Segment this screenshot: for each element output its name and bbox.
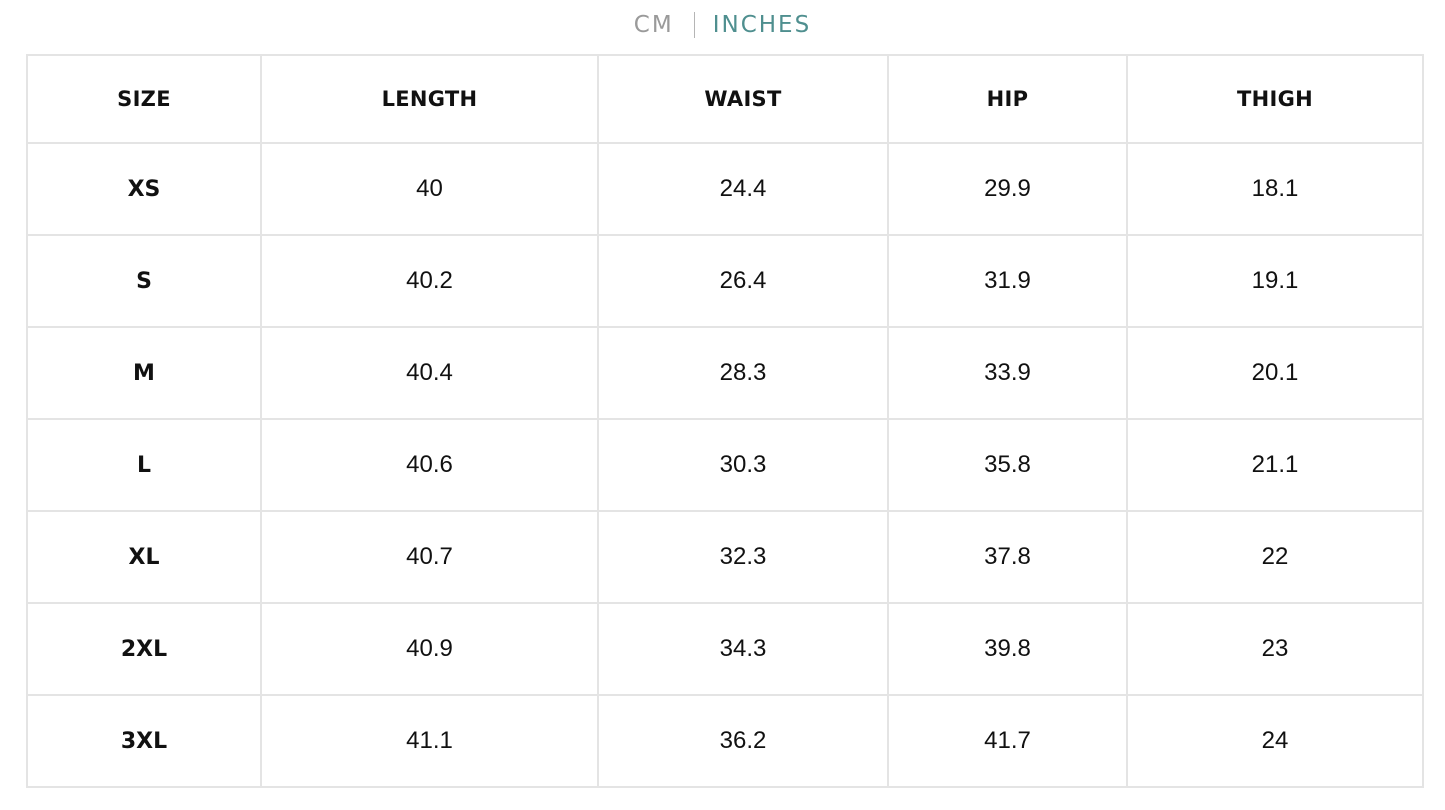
column-header-waist: WAIST: [597, 54, 889, 144]
hip-cell: 33.9: [887, 326, 1128, 420]
size-cell: S: [26, 234, 262, 328]
table-header-row: SIZE LENGTH WAIST HIP THIGH: [26, 54, 1424, 144]
hip-cell: 39.8: [887, 602, 1128, 696]
thigh-cell: 18.1: [1126, 142, 1424, 236]
hip-cell: 37.8: [887, 510, 1128, 604]
waist-cell: 30.3: [597, 418, 889, 512]
length-cell: 40.6: [260, 418, 599, 512]
length-cell: 40.9: [260, 602, 599, 696]
thigh-cell: 21.1: [1126, 418, 1424, 512]
waist-cell: 24.4: [597, 142, 889, 236]
unit-inches-option[interactable]: INCHES: [712, 12, 812, 38]
size-cell: L: [26, 418, 262, 512]
table-row: 3XL 41.1 36.2 41.7 24: [26, 694, 1424, 788]
thigh-cell: 24: [1126, 694, 1424, 788]
size-cell: M: [26, 326, 262, 420]
table-row: S 40.2 26.4 31.9 19.1: [26, 234, 1424, 328]
length-cell: 40: [260, 142, 599, 236]
table-row: 2XL 40.9 34.3 39.8 23: [26, 602, 1424, 696]
waist-cell: 32.3: [597, 510, 889, 604]
waist-cell: 28.3: [597, 326, 889, 420]
thigh-cell: 23: [1126, 602, 1424, 696]
table-row: XL 40.7 32.3 37.8 22: [26, 510, 1424, 604]
thigh-cell: 22: [1126, 510, 1424, 604]
column-header-length: LENGTH: [260, 54, 599, 144]
thigh-cell: 19.1: [1126, 234, 1424, 328]
table-row: XS 40 24.4 29.9 18.1: [26, 142, 1424, 236]
thigh-cell: 20.1: [1126, 326, 1424, 420]
hip-cell: 29.9: [887, 142, 1128, 236]
waist-cell: 34.3: [597, 602, 889, 696]
column-header-hip: HIP: [887, 54, 1128, 144]
table-row: L 40.6 30.3 35.8 21.1: [26, 418, 1424, 512]
length-cell: 40.7: [260, 510, 599, 604]
unit-separator: [693, 12, 695, 38]
length-cell: 40.4: [260, 326, 599, 420]
column-header-size: SIZE: [26, 54, 262, 144]
length-cell: 40.2: [260, 234, 599, 328]
size-cell: XS: [26, 142, 262, 236]
unit-cm-option[interactable]: CM: [633, 12, 674, 38]
hip-cell: 35.8: [887, 418, 1128, 512]
hip-cell: 31.9: [887, 234, 1128, 328]
size-cell: XL: [26, 510, 262, 604]
size-chart-table: SIZE LENGTH WAIST HIP THIGH XS 40 24.4 2…: [26, 54, 1424, 788]
unit-toggle: CM INCHES: [0, 8, 1445, 42]
waist-cell: 26.4: [597, 234, 889, 328]
size-cell: 2XL: [26, 602, 262, 696]
table-row: M 40.4 28.3 33.9 20.1: [26, 326, 1424, 420]
waist-cell: 36.2: [597, 694, 889, 788]
size-cell: 3XL: [26, 694, 262, 788]
length-cell: 41.1: [260, 694, 599, 788]
hip-cell: 41.7: [887, 694, 1128, 788]
column-header-thigh: THIGH: [1126, 54, 1424, 144]
